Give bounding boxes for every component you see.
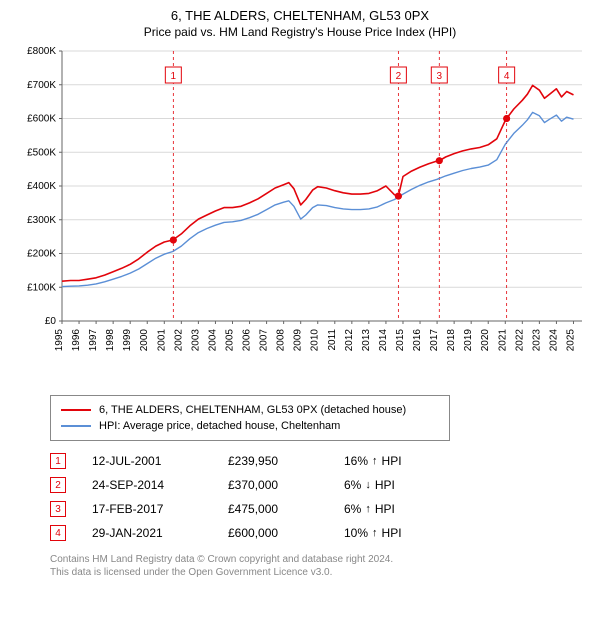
svg-text:3: 3 (437, 71, 443, 82)
legend: 6, THE ALDERS, CHELTENHAM, GL53 0PX (det… (50, 395, 450, 441)
svg-text:£200K: £200K (27, 249, 56, 260)
arrow-up-icon: ↑ (372, 455, 378, 467)
svg-text:2011: 2011 (327, 329, 338, 351)
marker-number-box: 1 (50, 453, 66, 469)
marker-table: 1 12-JUL-2001 £239,950 16%↑HPI 2 24-SEP-2014 £… (50, 449, 588, 545)
svg-text:2013: 2013 (361, 329, 372, 352)
marker-price: £239,950 (228, 454, 318, 468)
marker-date: 12-JUL-2001 (92, 454, 202, 468)
svg-text:1995: 1995 (54, 329, 65, 352)
marker-date: 24-SEP-2014 (92, 478, 202, 492)
svg-text:2004: 2004 (207, 329, 218, 352)
chart-svg: £0 £100K £200K £300K £400K £500K £600K £700K £80… (12, 45, 588, 385)
marker-number-box: 3 (50, 501, 66, 517)
svg-text:£600K: £600K (27, 114, 56, 125)
svg-text:1: 1 (171, 71, 177, 82)
svg-text:1998: 1998 (105, 329, 116, 352)
svg-text:2015: 2015 (395, 329, 406, 352)
svg-text:2025: 2025 (565, 329, 576, 352)
chart-title: 6, THE ALDERS, CHELTENHAM, GL53 0PX (12, 8, 588, 23)
marker-row: 1 12-JUL-2001 £239,950 16%↑HPI (50, 449, 588, 473)
chart-area: £0 £100K £200K £300K £400K £500K £600K £700K £80… (12, 45, 588, 385)
svg-text:2000: 2000 (139, 329, 150, 352)
svg-text:2009: 2009 (293, 329, 304, 352)
marker-pct: 16%↑HPI (344, 454, 454, 468)
svg-text:£0: £0 (45, 316, 57, 327)
legend-item: 6, THE ALDERS, CHELTENHAM, GL53 0PX (det… (61, 402, 439, 418)
legend-swatch (61, 409, 91, 411)
svg-text:2007: 2007 (259, 329, 270, 352)
svg-text:2020: 2020 (480, 329, 491, 352)
svg-text:2023: 2023 (531, 329, 542, 352)
marker-pct: 10%↑HPI (344, 526, 454, 540)
svg-text:£500K: £500K (27, 147, 56, 158)
svg-text:2018: 2018 (446, 329, 457, 352)
svg-text:2012: 2012 (344, 329, 355, 352)
legend-label: HPI: Average price, detached house, Chel… (99, 418, 340, 434)
arrow-up-icon: ↑ (372, 527, 378, 539)
svg-text:1997: 1997 (88, 329, 99, 352)
svg-text:2021: 2021 (497, 329, 508, 352)
marker-row: 2 24-SEP-2014 £370,000 6%↓HPI (50, 473, 588, 497)
svg-text:2006: 2006 (242, 329, 253, 352)
marker-pct: 6%↑HPI (344, 502, 454, 516)
svg-text:2024: 2024 (548, 329, 559, 352)
marker-number-box: 4 (50, 525, 66, 541)
marker-row: 3 17-FEB-2017 £475,000 6%↑HPI (50, 497, 588, 521)
marker-date: 17-FEB-2017 (92, 502, 202, 516)
marker-date: 29-JAN-2021 (92, 526, 202, 540)
svg-text:2: 2 (396, 71, 402, 82)
svg-text:£400K: £400K (27, 181, 56, 192)
svg-text:2002: 2002 (173, 329, 184, 352)
footer-attribution: Contains HM Land Registry data © Crown c… (50, 553, 588, 579)
marker-price: £600,000 (228, 526, 318, 540)
marker-price: £370,000 (228, 478, 318, 492)
svg-text:4: 4 (504, 71, 510, 82)
svg-text:£300K: £300K (27, 215, 56, 226)
marker-row: 4 29-JAN-2021 £600,000 10%↑HPI (50, 521, 588, 545)
arrow-up-icon: ↑ (365, 503, 371, 515)
svg-text:2016: 2016 (412, 329, 423, 352)
svg-text:2005: 2005 (224, 329, 235, 352)
arrow-down-icon: ↓ (365, 479, 371, 491)
svg-text:2014: 2014 (378, 329, 389, 352)
svg-text:2008: 2008 (276, 329, 287, 352)
svg-text:2001: 2001 (156, 329, 167, 352)
chart-subtitle: Price paid vs. HM Land Registry's House … (12, 25, 588, 39)
marker-price: £475,000 (228, 502, 318, 516)
svg-text:2017: 2017 (429, 329, 440, 352)
footer-line1: Contains HM Land Registry data © Crown c… (50, 553, 588, 566)
legend-item: HPI: Average price, detached house, Chel… (61, 418, 439, 434)
marker-number-box: 2 (50, 477, 66, 493)
svg-text:£700K: £700K (27, 80, 56, 91)
svg-text:£800K: £800K (27, 46, 56, 57)
svg-text:1996: 1996 (71, 329, 82, 352)
legend-label: 6, THE ALDERS, CHELTENHAM, GL53 0PX (det… (99, 402, 406, 418)
svg-text:1999: 1999 (122, 329, 133, 352)
marker-pct: 6%↓HPI (344, 478, 454, 492)
svg-text:£100K: £100K (27, 282, 56, 293)
legend-swatch (61, 425, 91, 427)
svg-text:2010: 2010 (310, 329, 321, 352)
footer-line2: This data is licensed under the Open Gov… (50, 566, 588, 579)
svg-text:2003: 2003 (190, 329, 201, 352)
svg-text:2019: 2019 (463, 329, 474, 352)
svg-text:2022: 2022 (514, 329, 525, 352)
